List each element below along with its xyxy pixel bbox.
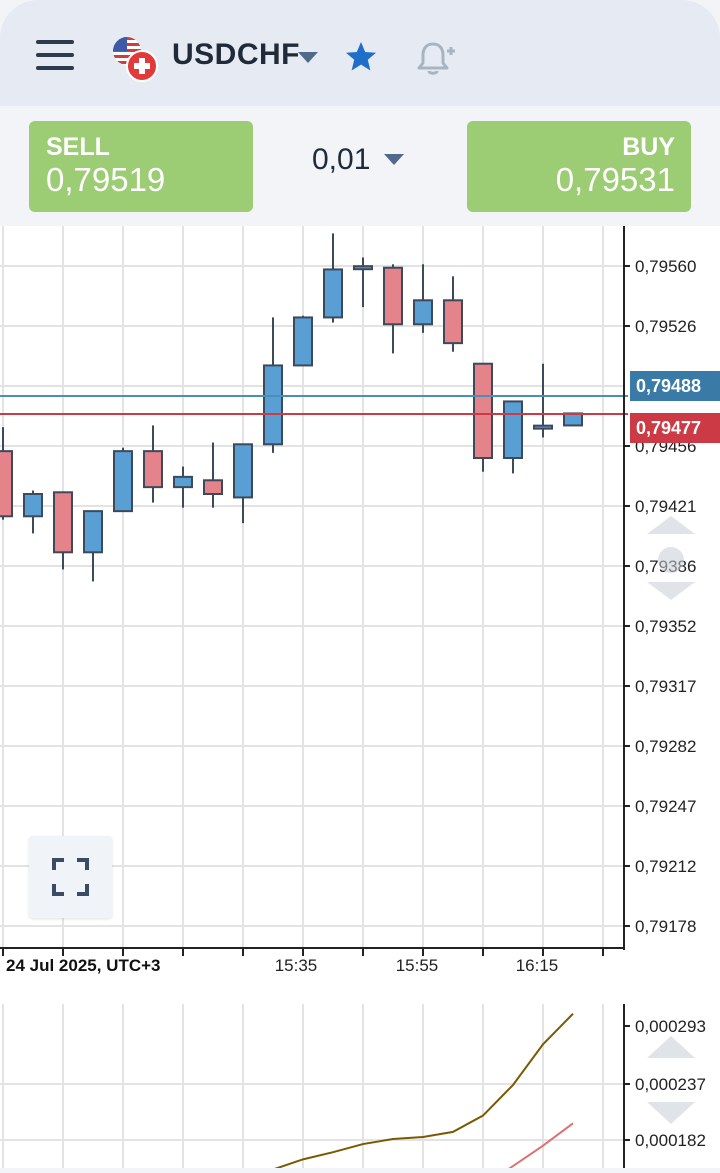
buy-label: BUY <box>622 133 675 161</box>
scroll-up-icon <box>647 516 695 534</box>
y-axis-ticks: 0,795600,795260,794560,794210,793860,793… <box>624 257 696 936</box>
indicator-y-tick-label: 0,000182 <box>635 1131 706 1150</box>
scroll-handle-icon <box>658 547 684 573</box>
instrument-symbol[interactable]: USDCHF <box>172 38 300 71</box>
candle <box>473 362 493 472</box>
candle <box>293 315 313 367</box>
indicator-scroll-control <box>647 1036 695 1124</box>
x-tick-label: 15:35 <box>275 956 318 975</box>
candle <box>413 264 433 333</box>
candle <box>53 491 73 570</box>
price-scroll-control <box>647 516 695 600</box>
indicator-scroll-down-icon <box>647 1102 695 1124</box>
volume-chevron-down-icon[interactable] <box>384 154 404 165</box>
candle <box>83 510 103 582</box>
bid-marker: 0,79488 <box>636 376 701 396</box>
us-ch-flag-icon <box>113 37 158 82</box>
y-tick-label: 0,79526 <box>635 317 696 336</box>
indicator-scroll-up-icon <box>647 1036 695 1058</box>
candle <box>143 425 163 503</box>
candle <box>503 400 523 474</box>
chart-grid <box>0 226 624 948</box>
date-label: 24 Jul 2025, UTC+3 <box>6 956 161 975</box>
sell-price: 0,79519 <box>46 161 166 198</box>
scroll-down-icon <box>647 582 695 600</box>
candle <box>173 466 193 508</box>
indicator-y-ticks: 0,000293 0,000237 0,000182 <box>624 1017 706 1150</box>
x-axis-ticks: 15:35 15:55 16:15 <box>2 948 604 975</box>
indicator-y-tick-label: 0,000237 <box>635 1075 706 1094</box>
top-bar: USDCHF <box>0 0 720 106</box>
buy-button[interactable]: BUY 0,79531 <box>467 121 691 212</box>
trade-panel: SELL 0,79519 0,01 BUY 0,79531 <box>0 106 720 226</box>
indicator-grid <box>0 1004 624 1168</box>
candle <box>443 276 463 352</box>
macd-line <box>242 1013 574 1173</box>
x-tick-label: 16:15 <box>516 956 559 975</box>
candle <box>203 442 223 508</box>
y-tick-label: 0,79317 <box>635 677 696 696</box>
expand-icon <box>52 858 89 896</box>
sell-label: SELL <box>46 133 110 161</box>
candle <box>533 363 553 438</box>
candle <box>323 233 343 323</box>
ask-marker-bg <box>630 413 720 443</box>
signal-line <box>500 1122 574 1173</box>
y-tick-label: 0,79352 <box>635 617 696 636</box>
sell-button[interactable]: SELL 0,79519 <box>29 121 253 212</box>
candle <box>233 443 253 524</box>
chevron-down-icon[interactable] <box>298 52 318 63</box>
ask-marker: 0,79477 <box>636 418 701 438</box>
x-tick-label: 15:55 <box>396 956 439 975</box>
volume-value[interactable]: 0,01 <box>312 143 371 176</box>
candle <box>263 317 283 453</box>
y-tick-label: 0,79560 <box>635 257 696 276</box>
y-tick-label: 0,79421 <box>635 497 696 516</box>
candle <box>113 447 133 513</box>
indicator-y-tick-label: 0,000293 <box>635 1017 706 1036</box>
star-icon[interactable] <box>343 39 379 75</box>
hamburger-menu-icon[interactable] <box>36 40 76 72</box>
candle <box>383 264 403 354</box>
indicator-panel: 0,000293 0,000237 0,000182 <box>0 1004 706 1173</box>
candle <box>563 412 583 427</box>
bid-marker-bg <box>630 371 720 401</box>
y-tick-label: 0,79178 <box>635 917 696 936</box>
y-tick-label: 0,79247 <box>635 797 696 816</box>
candle <box>0 427 13 520</box>
price-chart[interactable]: 0,795600,795260,794560,794210,793860,793… <box>0 226 720 1173</box>
candle <box>23 490 43 534</box>
candles <box>0 233 583 582</box>
candle <box>353 257 373 308</box>
buy-price: 0,79531 <box>555 161 675 198</box>
bell-plus-icon[interactable] <box>414 38 456 78</box>
y-tick-label: 0,79282 <box>635 737 696 756</box>
fullscreen-button[interactable] <box>29 836 112 918</box>
y-tick-label: 0,79212 <box>635 857 696 876</box>
chart-area[interactable]: 0,795600,795260,794560,794210,793860,793… <box>0 226 720 1173</box>
